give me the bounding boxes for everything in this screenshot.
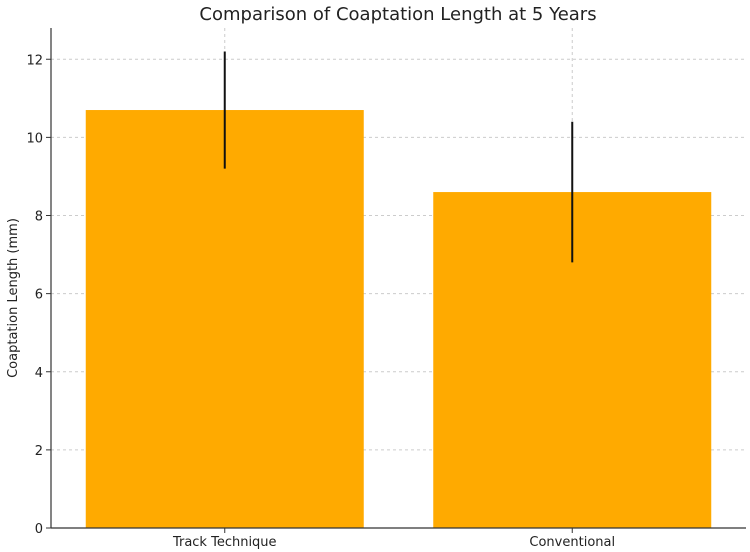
y-tick-label: 2 [35,444,43,459]
x-tick-label: Conventional [529,535,615,550]
bars [85,110,712,528]
axes [50,28,746,529]
y-axis-label: Coaptation Length (mm) [6,218,21,378]
y-tick-label: 8 [35,210,43,225]
bar-0 [85,110,364,528]
y-tick-label: 6 [35,288,43,303]
y-tick-label: 0 [35,522,43,537]
y-tick-label: 12 [26,53,43,68]
x-ticks: Track Technique Conventional [172,528,615,550]
y-tick-label: 10 [26,131,43,146]
y-tick-label: 4 [35,366,43,381]
x-tick-label: Track Technique [172,535,277,550]
chart-title: Comparison of Coaptation Length at 5 Yea… [199,4,596,25]
y-ticks: 0 2 4 6 8 10 12 [26,53,51,537]
error-bars [223,51,574,263]
